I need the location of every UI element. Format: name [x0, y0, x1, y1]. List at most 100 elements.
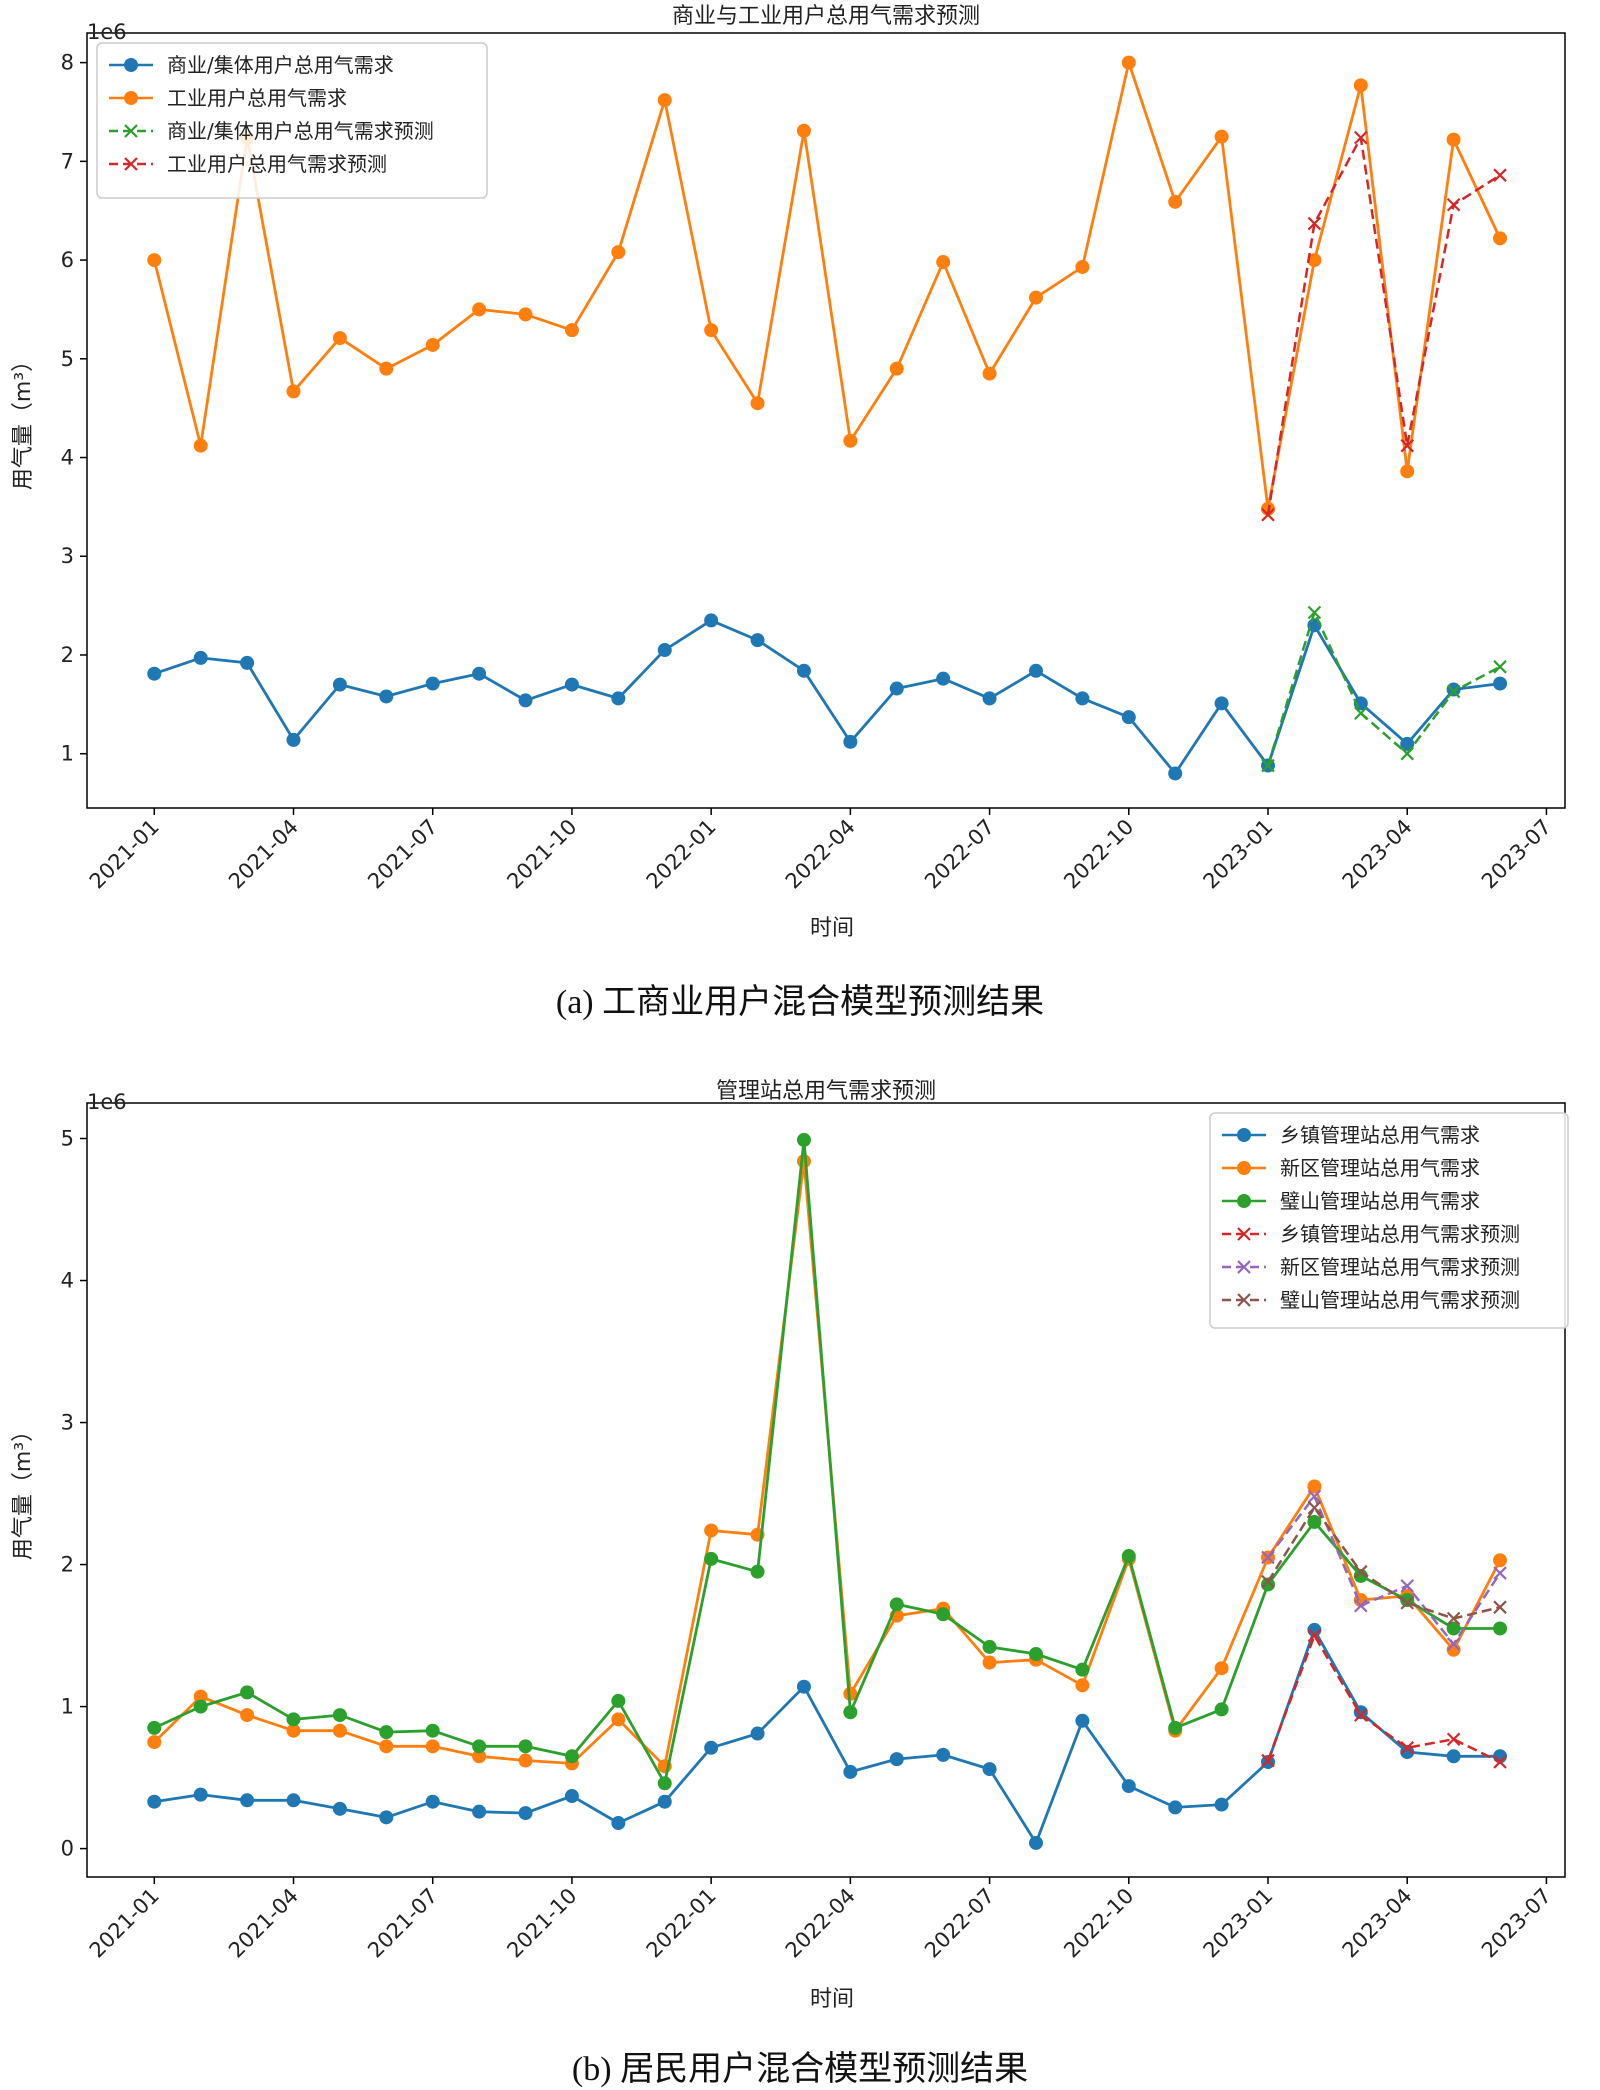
data-point-x	[1261, 1753, 1275, 1768]
data-point	[936, 1747, 951, 1762]
y-tick-label: 5	[61, 1127, 74, 1151]
data-point-x	[1446, 1611, 1461, 1626]
data-point	[704, 1551, 719, 1566]
y-tick-label: 6	[61, 248, 74, 272]
legend-label: 新区管理站总用气需求预测	[1280, 1255, 1520, 1279]
series-3	[147, 1132, 1508, 1791]
data-point	[796, 1679, 811, 1694]
data-point	[425, 1739, 440, 1754]
legend-item: 璧山管理站总用气需求	[1222, 1189, 1480, 1213]
data-point	[657, 1794, 672, 1809]
data-point	[1168, 194, 1183, 209]
y-tick-label: 5	[61, 347, 74, 371]
data-point	[1307, 1514, 1322, 1529]
data-point	[1446, 1621, 1461, 1636]
data-point	[1121, 1779, 1136, 1794]
data-point	[889, 681, 904, 696]
data-point	[564, 677, 579, 692]
legend-swatch-marker	[124, 91, 138, 105]
data-point	[193, 1689, 208, 1704]
data-point	[472, 1739, 487, 1754]
data-point	[332, 331, 347, 346]
x-tick-label: 2021-04	[224, 1884, 303, 1963]
x-tick-label: 2022-04	[781, 815, 860, 894]
data-point-x	[1400, 1579, 1414, 1593]
data-point	[379, 689, 394, 704]
data-point	[889, 361, 904, 376]
x-tick-label: 2023-01	[1199, 1884, 1278, 1963]
data-point	[1400, 1745, 1415, 1760]
data-point	[889, 1752, 904, 1767]
data-point	[518, 693, 533, 708]
data-point	[1214, 1661, 1229, 1676]
data-point	[1121, 710, 1136, 725]
legend-item: 工业用户总用气需求预测	[109, 152, 387, 176]
data-point	[379, 1725, 394, 1740]
series-line	[153, 1138, 1500, 1785]
data-point	[704, 1740, 719, 1755]
data-point	[1214, 696, 1229, 711]
data-point	[611, 1712, 626, 1727]
data-point-x	[1493, 1600, 1507, 1614]
data-point	[750, 633, 765, 648]
data-point	[1493, 231, 1508, 246]
legend-swatch-marker	[1237, 1260, 1251, 1274]
data-point	[286, 1712, 301, 1727]
y-tick-label: 1	[61, 742, 74, 766]
legend-item: 商业/集体用户总用气需求预测	[109, 119, 434, 143]
caption-a: (a) 工商业用户混合模型预测结果	[556, 983, 1044, 1021]
data-point	[193, 438, 208, 453]
chart-title-b: 管理站总用气需求预测	[716, 1079, 936, 1104]
chart-title-a: 商业与工业用户总用气需求预测	[672, 4, 980, 29]
panel-b: 管理站总用气需求预测 1e6 时间 用气量（m³） 0 1 2 3 4 5 2021-01…	[11, 1079, 1569, 2088]
series-line	[153, 619, 1501, 775]
data-point	[704, 323, 719, 338]
data-point	[472, 302, 487, 317]
legend-item: 工业用户总用气需求	[109, 86, 347, 110]
data-point	[240, 1685, 255, 1700]
legend-label: 工业用户总用气需求	[167, 86, 347, 110]
series-line	[1266, 1634, 1501, 1764]
data-point	[1493, 1621, 1508, 1636]
legend-label: 乡镇管理站总用气需求预测	[1280, 1222, 1520, 1246]
legend-swatch-marker	[124, 157, 138, 171]
data-point	[240, 1793, 255, 1808]
data-point	[936, 255, 951, 270]
y-tick-label: 8	[61, 51, 74, 75]
y-tick-label: 4	[61, 446, 74, 470]
data-point	[1400, 464, 1415, 479]
data-point	[1261, 1577, 1276, 1592]
data-point	[1446, 682, 1461, 697]
series-1	[147, 1622, 1508, 1850]
data-point	[750, 396, 765, 411]
data-point	[843, 1764, 858, 1779]
panel-a: 商业与工业用户总用气需求预测 1e6 时间 用气量（m³） 1 2 3 4 5 6 7 8 2…	[11, 4, 1566, 1021]
x-tick-label: 2023-04	[1338, 1884, 1417, 1963]
x-tick-label: 2022-10	[1059, 815, 1138, 894]
data-point-x	[1307, 1500, 1322, 1515]
legend-swatch-marker	[124, 124, 138, 138]
data-point	[982, 1762, 997, 1777]
data-point-x	[1493, 168, 1507, 182]
y-tick-label: 1	[61, 1695, 74, 1719]
legend-swatch-marker	[1237, 1293, 1251, 1307]
y-tick-label: 4	[61, 1269, 74, 1293]
data-point	[379, 1810, 394, 1825]
data-point	[1493, 1553, 1508, 1568]
data-point	[425, 1794, 440, 1809]
x-tick-label: 2021-01	[85, 815, 164, 894]
data-point-x	[1400, 1740, 1414, 1755]
data-point	[564, 323, 579, 338]
data-point-x	[1354, 130, 1368, 145]
data-point-x	[1354, 1708, 1368, 1722]
data-point	[286, 1793, 301, 1808]
data-point	[704, 613, 719, 628]
data-point-x	[1261, 758, 1275, 773]
plot-frame-b	[86, 1102, 1566, 1878]
series-4	[1261, 1628, 1507, 1769]
y-axis-label-a: 用气量（m³）	[11, 350, 36, 490]
data-point	[1075, 691, 1090, 706]
data-point	[1075, 259, 1090, 274]
data-point	[796, 123, 811, 138]
